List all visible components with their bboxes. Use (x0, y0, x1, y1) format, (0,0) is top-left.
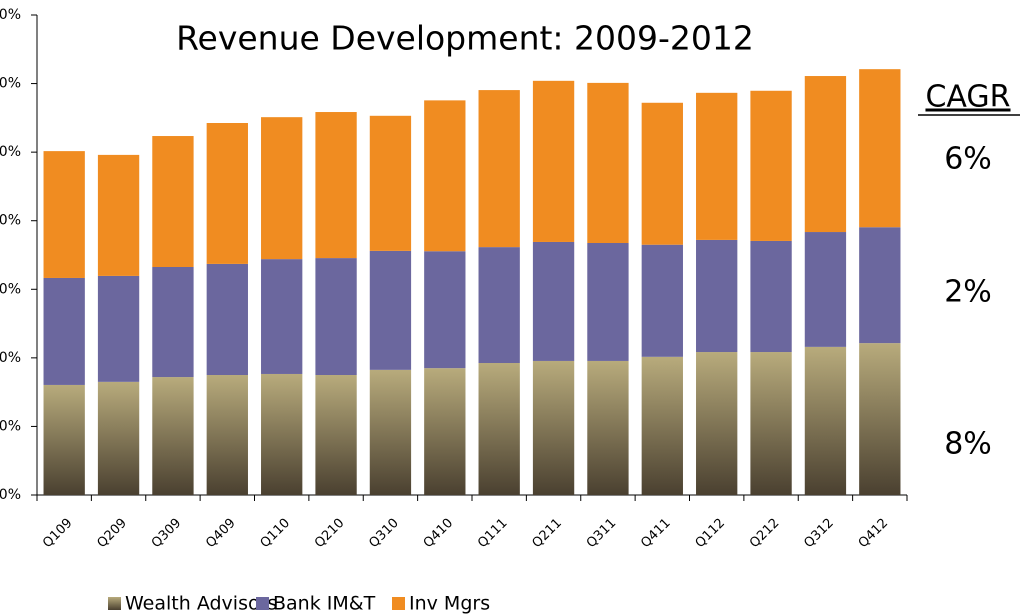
legend-swatch (108, 597, 121, 610)
bar-segment (587, 82, 629, 243)
x-tick-label: Q411 (638, 516, 673, 551)
bar-segment (641, 356, 683, 495)
bar-segment (532, 241, 575, 361)
chart-title: Revenue Development: 2009-2012 (176, 19, 754, 58)
bar-segment (478, 90, 520, 248)
bar-segment (641, 244, 683, 357)
bar-segment (696, 92, 738, 240)
bar-segment (750, 352, 792, 495)
bar-segment (43, 384, 85, 495)
x-tick-label: Q412 (856, 516, 891, 551)
y-tick-label: 0% (0, 213, 21, 229)
bar-segment (859, 227, 901, 344)
bar-segment (206, 375, 248, 495)
bar-segment (97, 381, 140, 495)
bar-segment (97, 154, 140, 276)
annotation: 2% (944, 275, 992, 310)
bar-segment (641, 102, 683, 245)
bar-segment (804, 76, 847, 233)
legend-swatch (392, 597, 405, 610)
bar-segment (532, 80, 575, 242)
bar-segment (424, 251, 466, 369)
bar-segment (369, 369, 412, 495)
bar-segment (43, 151, 85, 278)
bar-segment (206, 123, 248, 264)
bar-segment (804, 346, 847, 495)
bar-segment (206, 263, 248, 375)
y-tick-label: 0% (0, 350, 21, 366)
x-tick-label: Q409 (203, 516, 238, 551)
x-tick-label: Q312 (801, 516, 836, 551)
bar-segment (369, 250, 412, 370)
bar-segment (97, 275, 140, 382)
bar-segment (859, 343, 901, 495)
x-tick-label: Q410 (421, 516, 456, 551)
x-tick-label: Q212 (747, 516, 782, 551)
bar-segment (369, 115, 412, 251)
legend-swatch (256, 597, 269, 610)
bar-segment (696, 352, 738, 495)
annotation: 8% (944, 427, 992, 462)
y-tick-label: 0% (0, 487, 21, 503)
x-tick-label: Q210 (312, 516, 347, 551)
bar-segment (152, 136, 194, 267)
x-tick-label: Q112 (693, 516, 728, 551)
y-tick-label: 0% (0, 7, 21, 23)
bar-segment (804, 232, 847, 347)
x-tick-label: Q209 (94, 516, 129, 551)
x-tick-label: Q111 (475, 516, 510, 551)
x-tick-label: Q309 (149, 516, 184, 551)
bar-segment (315, 112, 357, 259)
bar-segment (587, 360, 629, 495)
legend-label: Wealth Advisors (125, 593, 277, 615)
bar-segment (261, 259, 303, 374)
bar-segment (315, 375, 357, 495)
bar-segment (478, 247, 520, 363)
bar-segment (261, 373, 303, 495)
bar-segment (478, 363, 520, 495)
bar-segment (315, 258, 357, 375)
bar-segment (750, 240, 792, 353)
x-tick-label: Q211 (529, 516, 564, 551)
bar-segment (43, 277, 85, 385)
x-tick-label: Q110 (258, 516, 293, 551)
legend-label: Bank IM&T (273, 593, 376, 615)
annotation: CAGR (925, 80, 1010, 115)
x-tick-label: Q109 (40, 516, 75, 551)
y-tick-label: 0% (0, 76, 21, 92)
bar-segment (696, 239, 738, 353)
bar-segment (859, 69, 901, 228)
y-tick-label: 0% (0, 281, 21, 297)
bar-segment (424, 100, 466, 252)
annotation: 6% (944, 142, 992, 177)
bar-segment (261, 117, 303, 260)
bar-segment (750, 90, 792, 241)
bar-segment (424, 368, 466, 495)
x-tick-label: Q311 (584, 516, 619, 551)
y-tick-label: 0% (0, 144, 21, 160)
bar-segment (152, 377, 194, 495)
bar-segment (532, 360, 575, 495)
y-tick-label: 0% (0, 418, 21, 434)
x-tick-label: Q310 (366, 516, 401, 551)
bar-segment (587, 243, 629, 361)
bar-segment (152, 267, 194, 378)
legend-label: Inv Mgrs (409, 593, 490, 615)
